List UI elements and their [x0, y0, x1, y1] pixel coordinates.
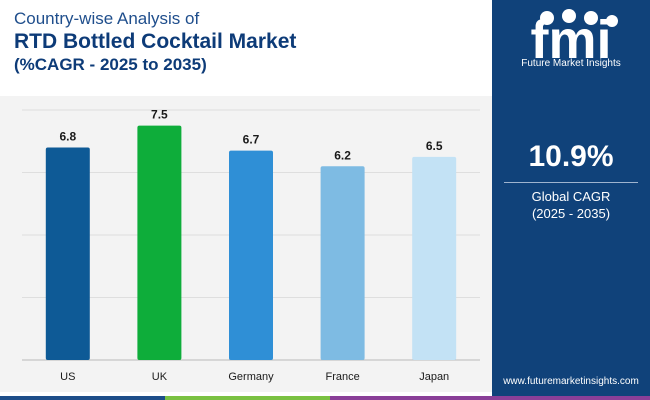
bar-japan — [412, 156, 457, 360]
bottom-strip-blue — [0, 396, 165, 400]
title-line-3: (%CAGR - 2025 to 2035) — [14, 55, 207, 74]
data-label-germany: 6.7 — [243, 133, 260, 147]
cagr-label-line-1: Global CAGR — [531, 189, 611, 204]
chart-title: Country-wise Analysis of RTD Bottled Coc… — [14, 8, 296, 76]
data-label-france: 6.2 — [334, 148, 351, 162]
summary-panel: fmi Future Market Insights 10.9% Global … — [492, 0, 650, 400]
x-tick-label-germany: Germany — [228, 371, 274, 383]
global-cagr-value: 10.9% — [528, 140, 614, 173]
bottom-strip-purple — [330, 396, 650, 400]
cagr-label-line-2: (2025 - 2035) — [531, 206, 611, 221]
website-link[interactable]: www.futuremarketinsights.com — [503, 376, 639, 387]
title-line-1: Country-wise Analysis of — [14, 9, 200, 28]
x-tick-label-japan: Japan — [419, 371, 449, 383]
divider — [504, 182, 638, 183]
x-tick-label-uk: UK — [152, 371, 168, 383]
bar-us — [45, 147, 90, 360]
x-tick-label-us: US — [60, 371, 75, 383]
x-tick-label-france: France — [325, 371, 359, 383]
bar-germany — [229, 150, 273, 360]
bar-uk — [137, 125, 182, 360]
chart-plot-area: 6.8 US 7.5 UK 6.7 Germany 6.2 France 6.5 Japan — [0, 96, 492, 392]
data-label-uk: 7.5 — [151, 108, 168, 122]
data-label-us: 6.8 — [59, 130, 76, 144]
logo-text: Future Market Insights — [521, 58, 621, 69]
title-line-2: RTD Bottled Cocktail Market — [14, 30, 297, 53]
data-label-japan: 6.5 — [426, 139, 443, 153]
bar-chart: 6.8 US 7.5 UK 6.7 Germany 6.2 France 6.5 Japan — [22, 108, 480, 383]
bottom-strip-green — [165, 396, 330, 400]
fmi-logo: fmi — [531, 9, 618, 70]
global-cagr-label: Global CAGR (2025 - 2035) — [492, 188, 650, 222]
bar-france — [320, 166, 365, 360]
